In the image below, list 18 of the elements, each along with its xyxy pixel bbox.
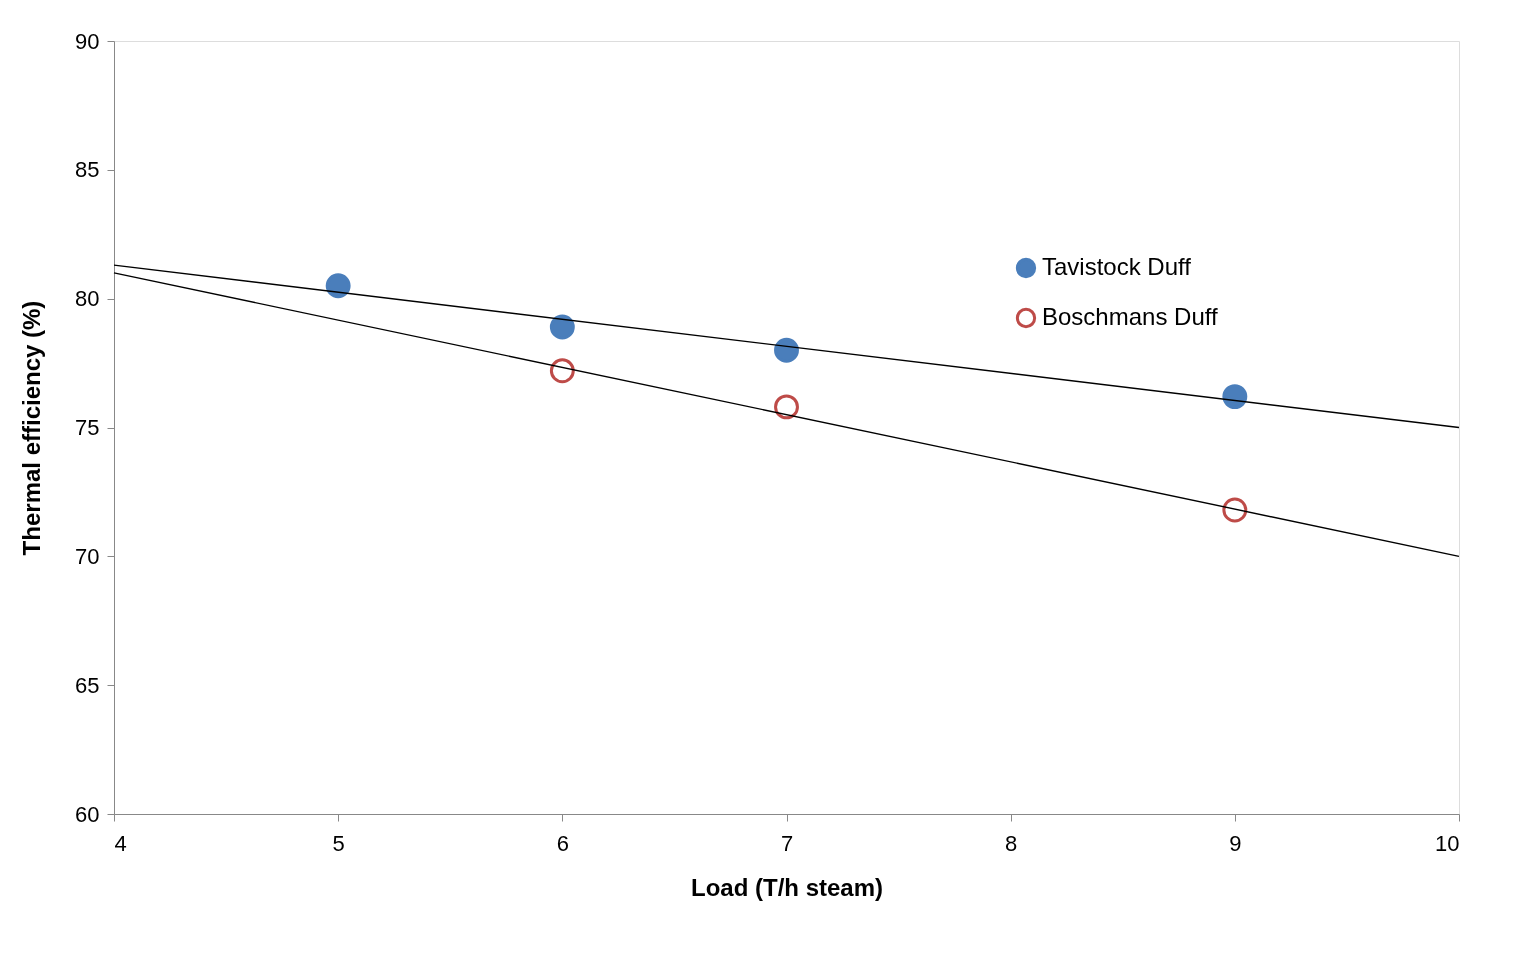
y-tick-label: 80 [75, 286, 100, 312]
y-tick-label: 70 [75, 543, 100, 569]
y-tick-label: 60 [75, 801, 100, 827]
y-tick-label: 75 [75, 415, 100, 440]
x-axis-title: Load (T/h steam) [690, 873, 884, 901]
y-tick-label: 90 [75, 28, 100, 54]
legend-label: Boschmans Duff [1042, 303, 1218, 330]
y-tick-label: 85 [75, 157, 100, 183]
x-tick-label: 9 [1229, 830, 1242, 856]
x-tick-label: 5 [332, 830, 345, 856]
x-tick-label: 6 [556, 830, 569, 856]
legend-label: Tavistock Duff [1042, 253, 1192, 280]
x-tick-label: 4 [114, 830, 127, 856]
x-tick-label: 10 [1435, 830, 1460, 856]
x-tick-label: 8 [1005, 830, 1018, 856]
y-axis-title: Thermal efficiency (%) [18, 300, 46, 556]
y-tick-label: 65 [75, 672, 100, 698]
x-tick-label: 7 [780, 830, 794, 856]
